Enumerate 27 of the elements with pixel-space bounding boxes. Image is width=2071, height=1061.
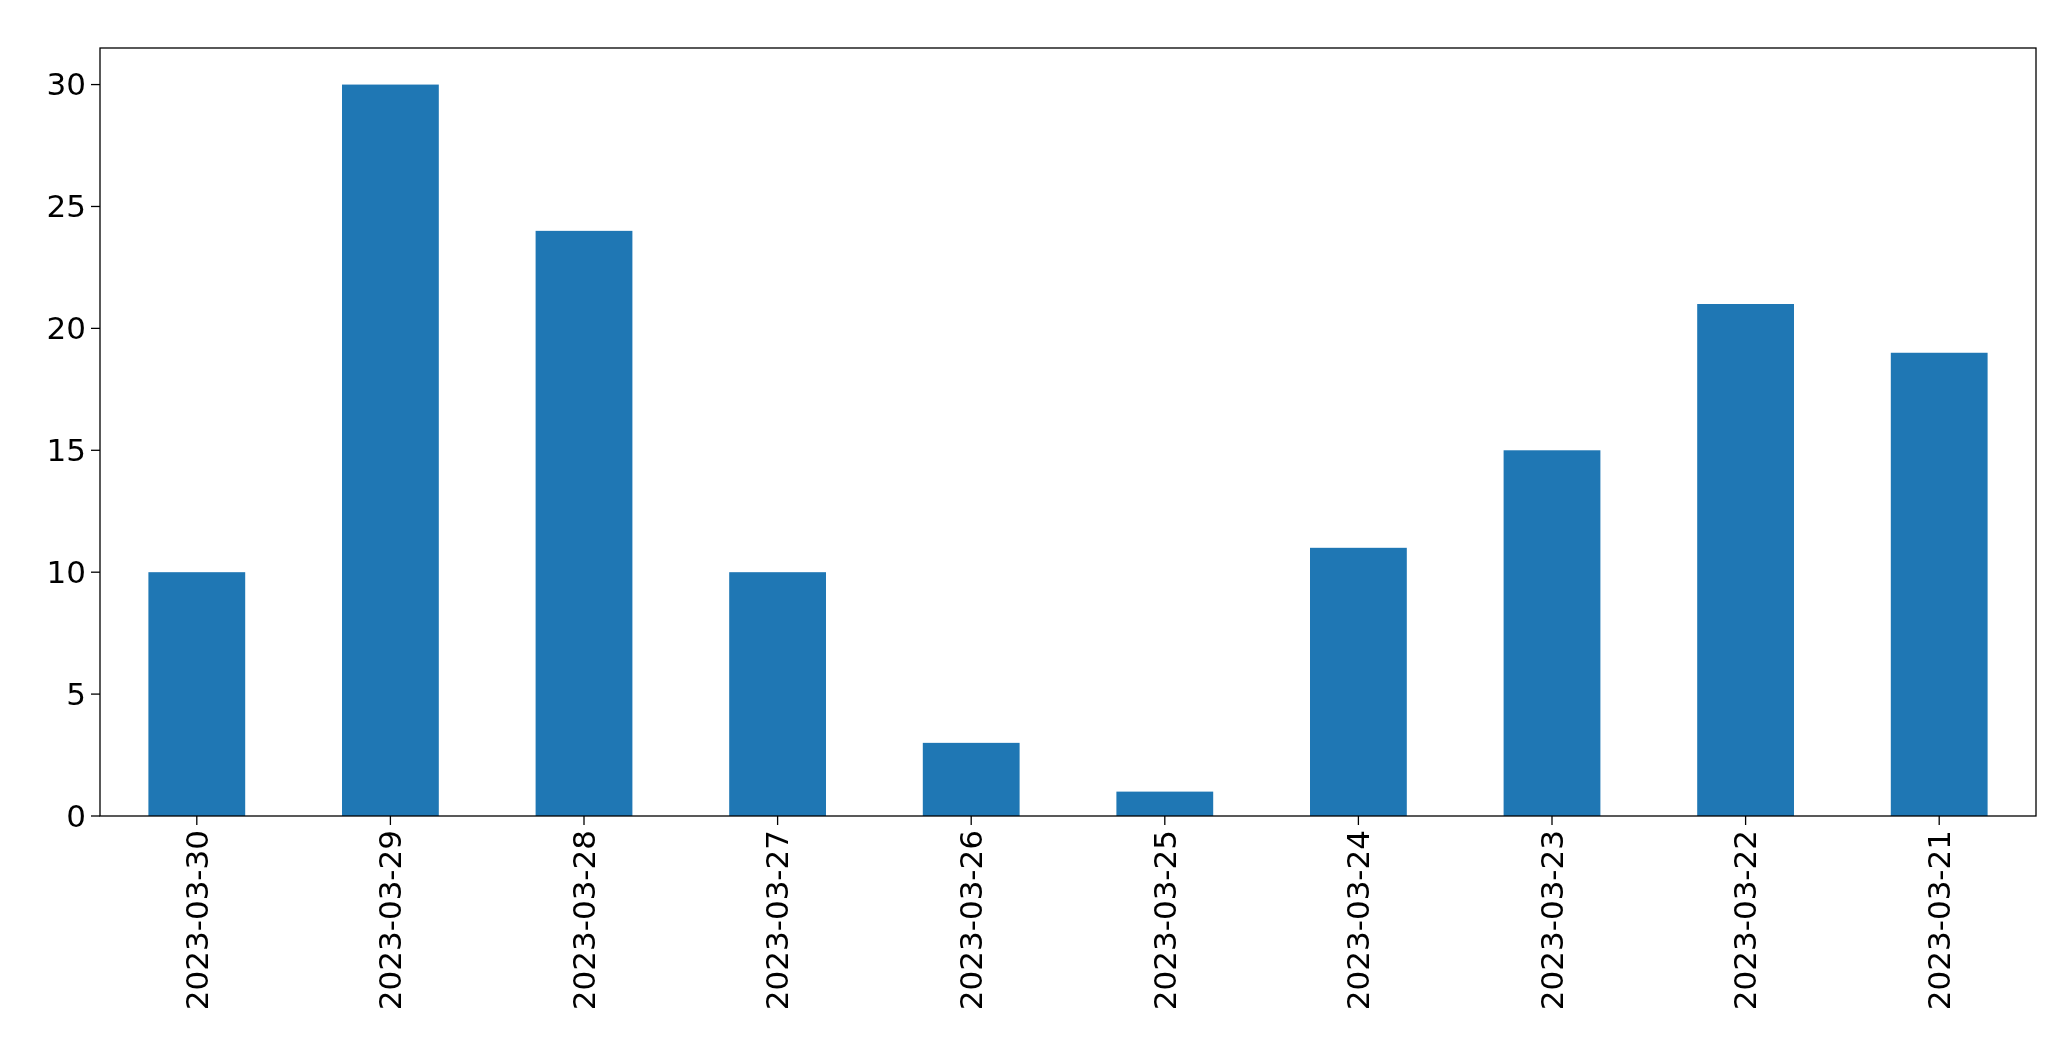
bar xyxy=(342,84,439,816)
y-tick-label: 0 xyxy=(66,797,86,834)
x-tick-label: 2023-03-27 xyxy=(759,830,796,1011)
x-tick-label: 2023-03-23 xyxy=(1533,830,1570,1011)
x-tick-label: 2023-03-26 xyxy=(953,830,990,1011)
x-tick-label: 2023-03-21 xyxy=(1921,830,1958,1011)
x-tick-label: 2023-03-30 xyxy=(178,830,215,1011)
bar xyxy=(729,572,826,816)
bar xyxy=(1697,304,1794,816)
y-tick-label: 5 xyxy=(66,675,86,712)
bar xyxy=(1310,547,1407,816)
x-tick-label: 2023-03-25 xyxy=(1146,830,1183,1011)
bar xyxy=(1116,791,1214,816)
y-tick-label: 20 xyxy=(46,310,86,347)
x-tick-label: 2023-03-24 xyxy=(1340,830,1377,1011)
x-tick-label: 2023-03-22 xyxy=(1727,830,1764,1011)
bar xyxy=(1503,450,1601,816)
bar xyxy=(535,230,633,816)
x-tick-label: 2023-03-29 xyxy=(372,830,409,1011)
bar xyxy=(148,572,246,816)
y-tick-label: 10 xyxy=(46,554,86,591)
y-tick-label: 30 xyxy=(46,66,86,103)
y-tick-label: 25 xyxy=(46,188,86,225)
y-tick-label: 15 xyxy=(46,432,86,469)
x-tick-label: 2023-03-28 xyxy=(565,830,602,1011)
bar xyxy=(922,742,1020,816)
bar xyxy=(1890,352,1988,816)
